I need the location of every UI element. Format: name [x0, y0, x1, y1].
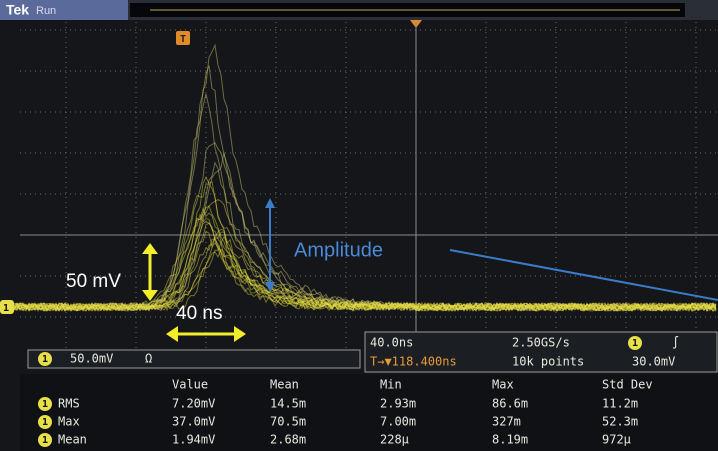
measurement-value: 52.3m	[602, 415, 638, 429]
measurement-value: 11.2m	[602, 397, 638, 411]
measurement-value: 1.94mV	[172, 433, 215, 447]
measurement-value: 37.0mV	[172, 415, 215, 429]
measurement-value: 14.5m	[270, 397, 306, 411]
measurement-value: 972µ	[602, 433, 631, 447]
record-length: 10k points	[512, 355, 584, 369]
time-per-div: 40.0ns	[370, 336, 413, 350]
measurement-value: 2.93m	[380, 397, 416, 411]
measurement-value: 70.5m	[270, 415, 306, 429]
row-label: Max	[58, 415, 80, 429]
trigger-channel: 1	[632, 338, 638, 349]
brand: Tek	[6, 2, 29, 18]
measurement-value: 327m	[492, 415, 521, 429]
column-header: Max	[492, 378, 514, 392]
vertical-scale-label: 50 mV	[66, 271, 121, 292]
row-label: Mean	[58, 433, 87, 447]
trigger-position: T→▼118.400ns	[370, 355, 457, 369]
measurement-value: 2.68m	[270, 433, 306, 447]
column-header: Mean	[270, 378, 299, 392]
channel-scale: 50.0mV	[70, 352, 113, 366]
measurement-value: 7.00m	[380, 415, 416, 429]
column-header: Std Dev	[602, 378, 653, 392]
measurement-value: 86.6m	[492, 397, 528, 411]
row-channel: 1	[42, 417, 48, 428]
row-channel: 1	[42, 435, 48, 446]
sample-rate: 2.50GS/s	[512, 336, 570, 350]
amplitude-label: Amplitude	[294, 239, 383, 261]
column-header: Value	[172, 378, 208, 392]
channel-marker: 1	[3, 303, 9, 314]
channel-number: 1	[42, 354, 48, 365]
scope-screen: Tek Run T 1 50 mV 40 ns Amplitude 1 50.0…	[0, 0, 718, 451]
measurement-value: 8.19m	[492, 433, 528, 447]
time-span-label: 40 ns	[176, 303, 222, 324]
measurement-value: 228µ	[380, 433, 409, 447]
trigger-marker: T	[180, 34, 186, 45]
row-channel: 1	[42, 399, 48, 410]
measurement-value: 7.20mV	[172, 397, 215, 411]
channel-coupling: Ω	[145, 352, 152, 366]
trigger-slope: ∫	[672, 336, 679, 350]
trigger-level: 30.0mV	[632, 355, 675, 369]
run-status: Run	[36, 5, 56, 17]
column-header: Min	[380, 378, 402, 392]
row-label: RMS	[58, 397, 80, 411]
